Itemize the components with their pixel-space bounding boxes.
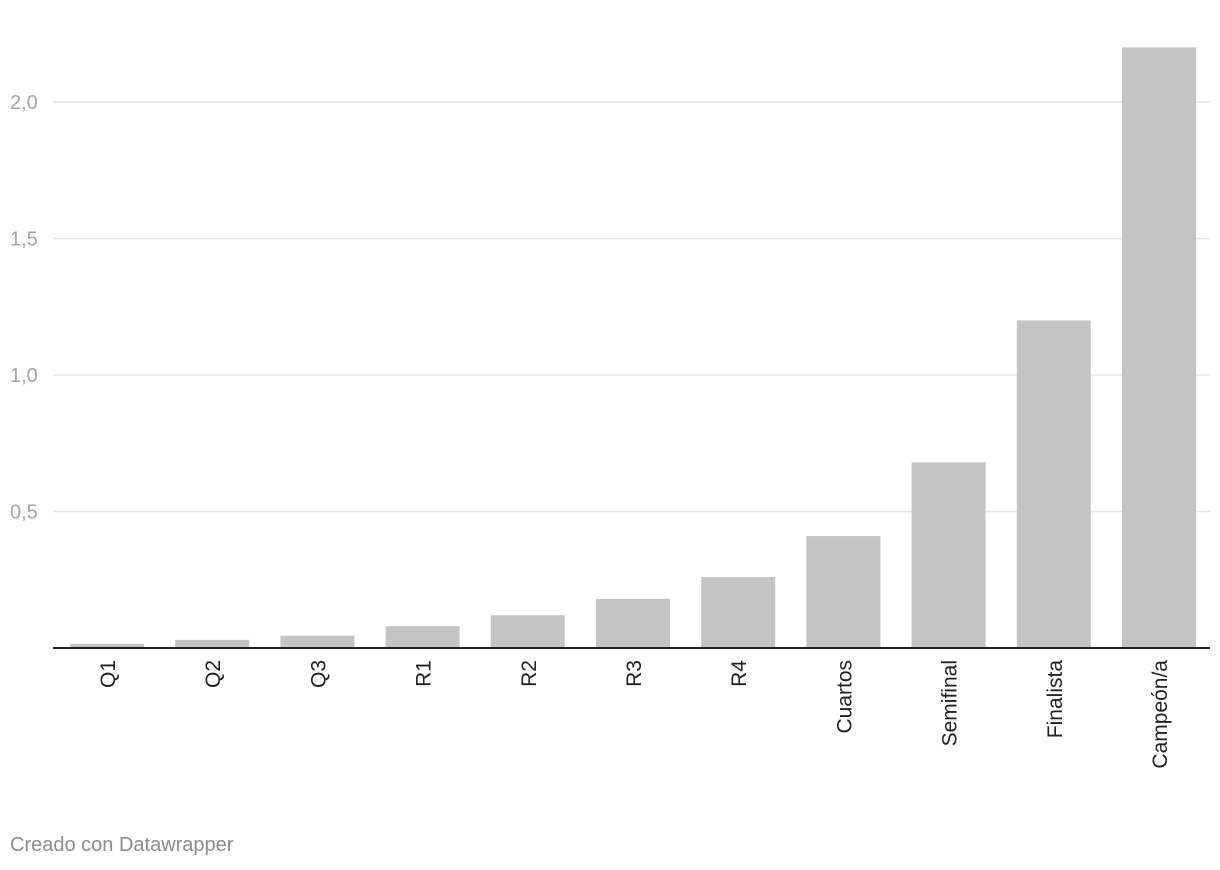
- bar-q2: [175, 639, 250, 648]
- y-tick-label: 0,5: [10, 502, 38, 524]
- bar-r4: [701, 577, 776, 648]
- x-axis-ticks: Q1 Q2 Q3 R1 R2 R3 R4 Cuartos Semifinal Finalista C…: [97, 660, 1172, 769]
- bar-finalista: [1016, 320, 1091, 648]
- x-tick-label: R1: [413, 660, 436, 687]
- bars: [70, 47, 1196, 648]
- bar-r2: [490, 615, 565, 648]
- bar-cuartos: [806, 536, 881, 648]
- x-tick-label: Finalista: [1044, 660, 1067, 739]
- bar-campe-n-a: [1122, 47, 1196, 648]
- chart-credit: Creado con Datawrapper: [10, 834, 234, 856]
- x-tick-label: Q2: [202, 660, 225, 688]
- y-tick-label: 1,0: [10, 365, 38, 387]
- x-tick-label: Campeón/a: [1149, 660, 1172, 769]
- bar-semifinal: [911, 462, 986, 648]
- bar-chart: 0,5 1,0 1,5 2,0 Q1 Q2 Q3 R1 R2 R3 R4 Cuartos Semifi…: [10, 47, 1210, 769]
- bar-r3: [596, 598, 670, 648]
- x-tick-label: R3: [623, 660, 646, 687]
- bar-r1: [385, 626, 460, 648]
- y-axis-ticks: 0,5 1,0 1,5 2,0: [10, 92, 38, 524]
- x-tick-label: Cuartos: [833, 660, 856, 734]
- x-tick-label: Q3: [307, 660, 330, 688]
- bar-q3: [280, 635, 355, 648]
- x-tick-label: Q1: [97, 660, 120, 688]
- y-tick-label: 2,0: [10, 92, 38, 114]
- bar-q1: [70, 643, 144, 648]
- y-tick-label: 1,5: [10, 229, 38, 251]
- x-tick-label: R2: [518, 660, 541, 687]
- x-tick-label: R4: [728, 660, 751, 687]
- x-tick-label: Semifinal: [939, 660, 962, 746]
